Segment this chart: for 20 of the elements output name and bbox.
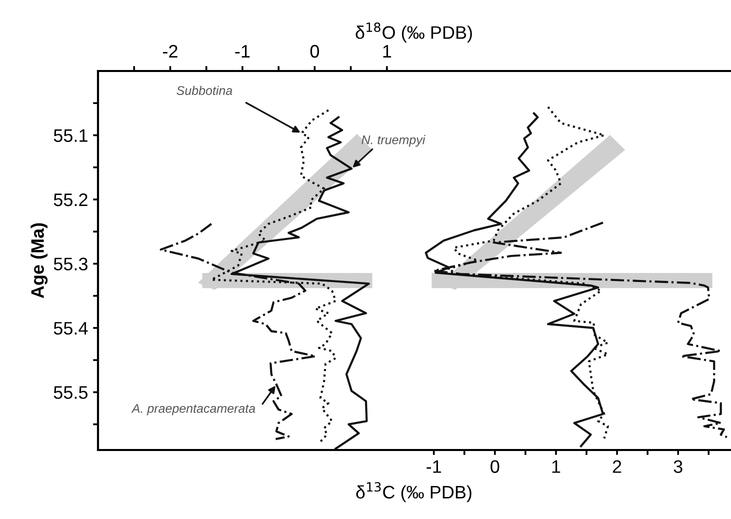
x2-axis-title: δ$^{18}$O (‰ PDB) [356,22,472,42]
y-axis-title: Age (Ma) [30,223,48,298]
series-label: A. praepentacamerata [131,404,256,416]
y-tick-label: 55.1 [54,129,88,142]
x2-tick-label: -1 [235,45,250,58]
x-tick-label: 3 [674,460,682,473]
y-tick-label: 55.3 [54,258,88,270]
x-tick-label: -1 [426,460,441,473]
y-tick-label: 55.2 [54,193,88,206]
y-tick-label: 55.4 [54,322,88,335]
x-tick-label: 2 [612,460,622,473]
series-label: N. truempyi [362,135,426,147]
x2-tick-label: -2 [163,44,178,58]
x2-tick-label: 1 [383,45,392,58]
x2-tick-label: 0 [310,44,319,58]
x-axis-title: δ$^{13}$C (‰ PDB) [356,482,472,502]
y-tick-label: 55.5 [54,386,88,399]
text: Subbotina [176,86,232,95]
x-tick-label: 1 [552,460,560,473]
x-tick-label: 0 [490,460,500,473]
